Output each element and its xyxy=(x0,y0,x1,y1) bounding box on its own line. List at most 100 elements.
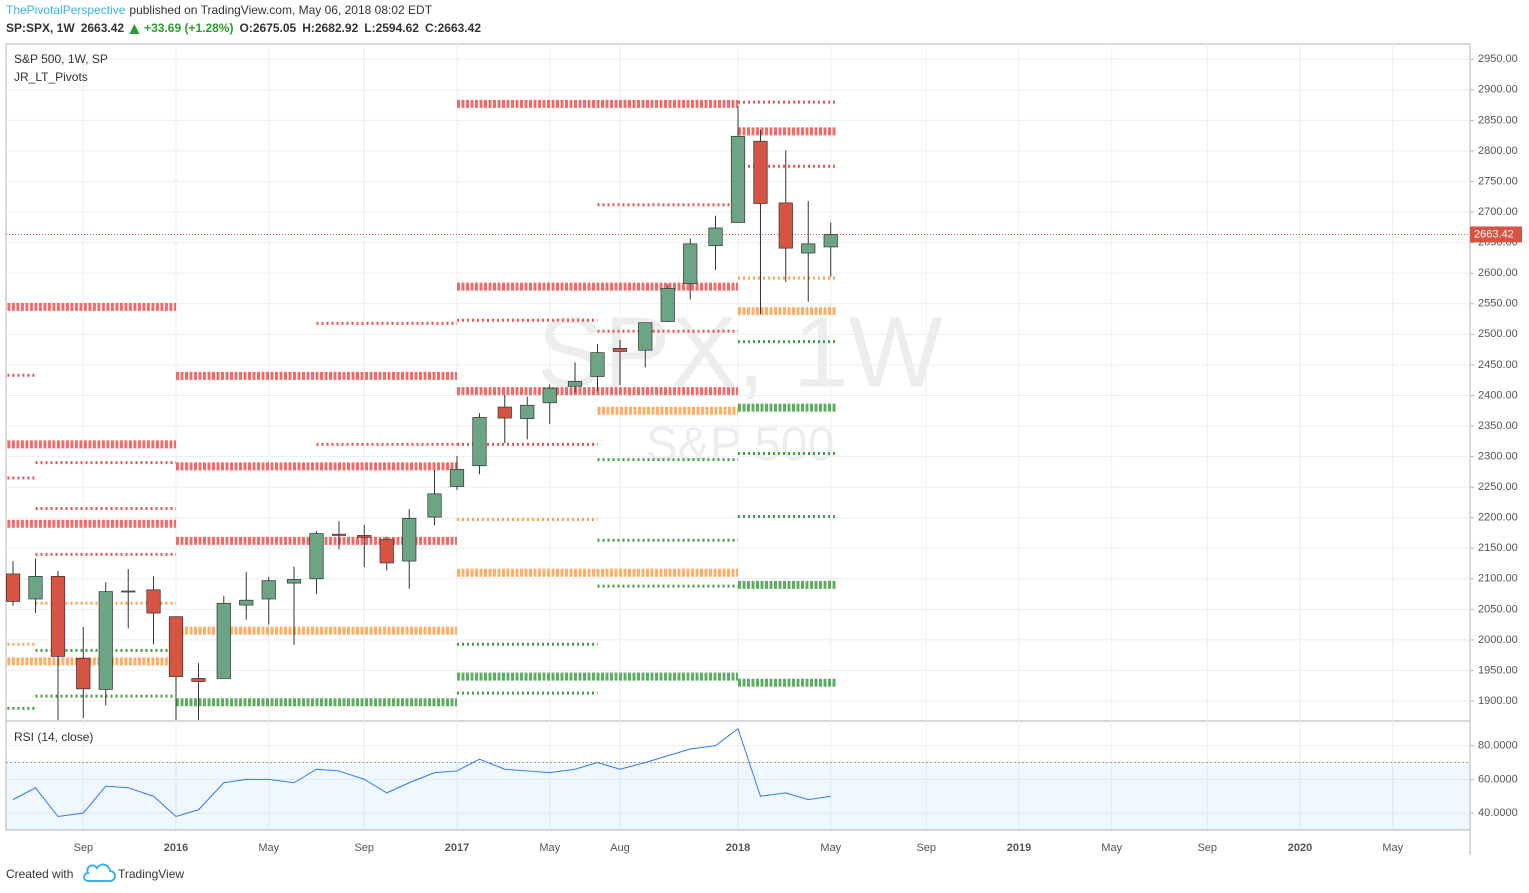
last-price-label: 2663.42 xyxy=(1474,228,1514,240)
x-tick-label: Sep xyxy=(354,842,374,854)
y-tick-label: 2050.00 xyxy=(1478,603,1518,615)
symbol: SP:SPX, 1W xyxy=(6,21,75,35)
up-arrow xyxy=(129,24,140,34)
candle-body xyxy=(309,533,324,580)
x-tick-label: 2018 xyxy=(726,842,750,854)
candle-body xyxy=(612,348,628,352)
x-tick-label: May xyxy=(1101,842,1122,854)
price: 2663.42 xyxy=(81,21,125,35)
low: L:2594.62 xyxy=(364,21,419,35)
candle-body xyxy=(191,678,206,682)
y-tick-label: 2000.00 xyxy=(1478,634,1518,646)
candle-body xyxy=(801,243,816,254)
quote: SP:SPX, 1W 2663.42 +33.69 (+1.28%) O:2675.0… xyxy=(6,21,481,35)
candle-body xyxy=(98,591,113,690)
y-tick-label: 2900.00 xyxy=(1478,84,1518,96)
candle-body xyxy=(542,387,557,404)
y-tick-label: 2150.00 xyxy=(1478,542,1518,554)
footer-text: Created with xyxy=(6,867,73,881)
candle-body xyxy=(472,417,487,467)
y-tick-label: 2400.00 xyxy=(1478,389,1518,401)
x-tick-label: May xyxy=(539,842,560,854)
y-tick-label: 2550.00 xyxy=(1478,298,1518,310)
y-tick-label: 2450.00 xyxy=(1478,359,1518,371)
candle-body xyxy=(216,602,231,679)
author[interactable]: ThePivotalPerspective xyxy=(6,3,126,17)
y-tick-label: 1950.00 xyxy=(1478,664,1518,676)
indicator-name: JR_LT_Pivots xyxy=(14,70,88,84)
candle-body xyxy=(379,539,394,564)
candle-body xyxy=(402,517,417,562)
candle-body xyxy=(708,227,723,247)
high: H:2682.92 xyxy=(302,21,358,35)
candle-body xyxy=(76,657,91,690)
candle-body xyxy=(168,616,184,677)
x-tick-label: 2016 xyxy=(164,842,188,854)
candle-body xyxy=(50,576,66,657)
x-tick-label: 2019 xyxy=(1007,842,1031,854)
x-tick-label: Aug xyxy=(610,842,630,854)
rsi-title: RSI (14, close) xyxy=(14,730,93,744)
candle-body xyxy=(286,579,302,584)
candle-body xyxy=(590,352,605,377)
change: +33.69 (+1.28%) xyxy=(144,21,233,35)
y-tick-label: 2800.00 xyxy=(1478,145,1518,157)
y-tick-label: 2500.00 xyxy=(1478,328,1518,340)
y-tick-label: 2300.00 xyxy=(1478,450,1518,462)
candle-body xyxy=(427,493,442,518)
y-tick-label: 2200.00 xyxy=(1478,512,1518,524)
candle-body xyxy=(261,580,276,600)
tv-logo xyxy=(83,863,116,882)
candle-body xyxy=(6,573,21,602)
x-tick-label: May xyxy=(1382,842,1403,854)
candle-body xyxy=(638,322,653,351)
x-tick-label: 2020 xyxy=(1288,842,1312,854)
x-tick-label: 2017 xyxy=(445,842,469,854)
candle-body xyxy=(753,140,768,204)
y-tick-label: 2950.00 xyxy=(1478,53,1518,65)
open: O:2675.05 xyxy=(239,21,296,35)
x-tick-label: May xyxy=(258,842,279,854)
candle-body xyxy=(778,202,793,249)
candle-body xyxy=(357,535,372,538)
y-tick-label: 2750.00 xyxy=(1478,175,1518,187)
y-tick-label: 60.0000 xyxy=(1478,773,1518,785)
rsi-band xyxy=(6,762,1470,830)
x-tick-label: Sep xyxy=(1197,842,1217,854)
y-tick-label: 2100.00 xyxy=(1478,573,1518,585)
x-tick-label: Sep xyxy=(916,842,936,854)
published: published on TradingView.com, May 06, 20… xyxy=(129,3,432,17)
candle-body xyxy=(146,589,161,614)
y-tick-label: 2600.00 xyxy=(1478,267,1518,279)
y-tick-label: 2850.00 xyxy=(1478,114,1518,126)
candle-body xyxy=(660,288,675,322)
x-tick-label: May xyxy=(820,842,841,854)
candle-body xyxy=(567,381,583,387)
header: ThePivotalPerspective published on Tradin… xyxy=(6,3,433,17)
candle-body xyxy=(331,533,347,536)
candle-body xyxy=(520,404,535,420)
y-tick-label: 40.0000 xyxy=(1478,807,1518,819)
y-tick-label: 1900.00 xyxy=(1478,695,1518,707)
watermark-sub: S&P 500 xyxy=(646,419,835,472)
candle-body xyxy=(497,406,512,419)
y-tick-label: 80.0000 xyxy=(1478,740,1518,752)
rsi-line xyxy=(12,727,831,818)
candle-body xyxy=(121,590,136,593)
candle-body xyxy=(730,135,746,223)
candle-body xyxy=(28,576,43,600)
y-tick-label: 2350.00 xyxy=(1478,420,1518,432)
candle-body xyxy=(449,469,465,487)
close: C:2663.42 xyxy=(425,21,481,35)
last-price-box xyxy=(1470,226,1522,243)
candle-body xyxy=(239,599,254,606)
footer-brand[interactable]: TradingView xyxy=(118,867,184,881)
chart-title: S&P 500, 1W, SP xyxy=(14,52,108,66)
x-tick-label: Sep xyxy=(73,842,93,854)
candle-body xyxy=(823,234,838,248)
y-tick-label: 2700.00 xyxy=(1478,206,1518,218)
candle-body xyxy=(683,243,698,284)
y-tick-label: 2250.00 xyxy=(1478,481,1518,493)
